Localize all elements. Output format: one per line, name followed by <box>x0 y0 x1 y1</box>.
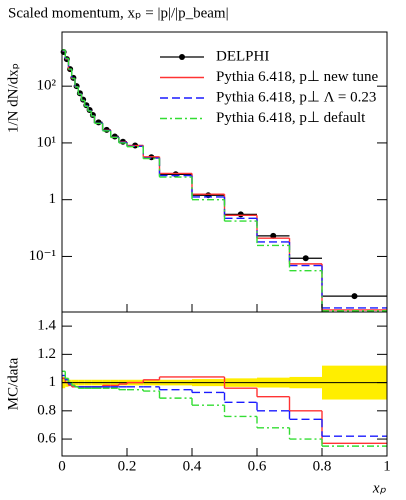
x-tick-label: 0.4 <box>183 458 202 474</box>
y-tick-label: 1.2 <box>37 346 56 362</box>
y-tick-label: 10¹ <box>37 134 57 150</box>
legend-swatch <box>179 54 185 60</box>
y-tick-label: 10² <box>37 78 57 94</box>
x-tick-label: 0.6 <box>248 458 267 474</box>
x-tick-label: 0.2 <box>118 458 137 474</box>
y-axis-label: MC/data <box>5 357 21 410</box>
data-point <box>351 293 358 300</box>
data-point <box>270 232 277 239</box>
y-tick-label: 1 <box>49 191 57 207</box>
step-histogram <box>62 370 387 447</box>
y-axis-label: 1/N dN/dxₚ <box>5 63 21 133</box>
y-tick-label: 0.6 <box>37 430 56 446</box>
data-point <box>95 119 102 126</box>
data-point <box>302 255 309 262</box>
y-tick-label: 0.8 <box>37 402 56 418</box>
legend-label: DELPHI <box>216 48 269 64</box>
legend-label: Pythia 6.418, p⊥ new tune <box>216 69 379 85</box>
x-axis-label: xₚ <box>372 480 387 496</box>
legend-label: Pythia 6.418, p⊥ default <box>216 110 366 126</box>
y-tick-label: 10⁻¹ <box>29 248 56 264</box>
plot-frame <box>61 311 388 457</box>
y-tick-label: 1 <box>49 374 57 390</box>
x-tick-label: 0.8 <box>313 458 332 474</box>
chart-title: Scaled momentum, xₚ = |p|/|p_beam| <box>8 5 229 21</box>
x-tick-label: 1 <box>383 458 391 474</box>
legend-label: Pythia 6.418, p⊥ Λ = 0.23 <box>216 89 376 105</box>
y-tick-label: 1.4 <box>37 318 56 334</box>
x-tick-label: 0 <box>58 458 66 474</box>
data-point <box>237 211 244 218</box>
